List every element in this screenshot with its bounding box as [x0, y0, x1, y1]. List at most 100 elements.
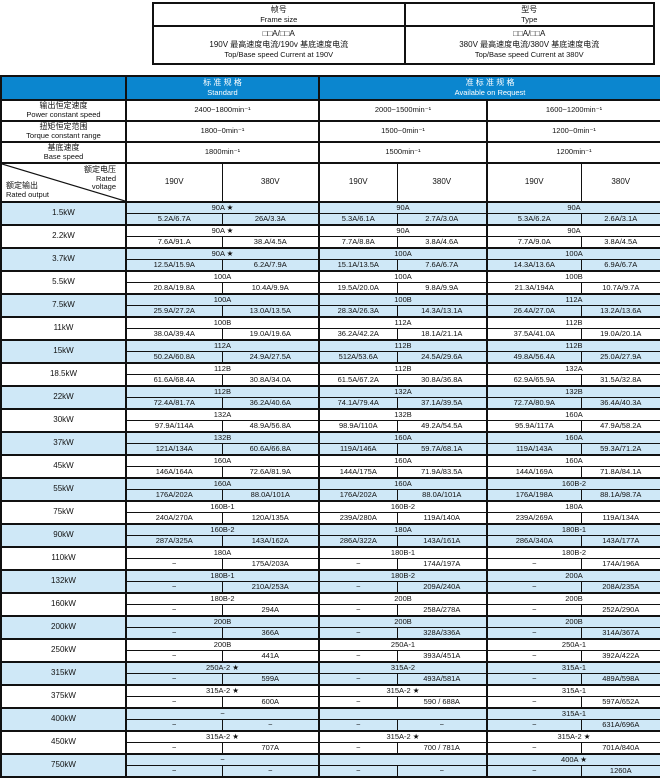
current-value-cell: 174A/197A [396, 557, 488, 571]
current-value-cell: 6.9A/6.7A [580, 258, 660, 272]
table-row: 45kW 160A 160A 160A [0, 453, 660, 479]
current-value-cell: 19.0A/20.1A [580, 327, 660, 341]
rated-voltage-output-corner: 额定电压 Rated voltage 额定输出 Rated output [0, 161, 127, 203]
frame-size-cell: 200B [125, 637, 320, 651]
frame-size-cell: 160A [486, 430, 660, 444]
type-title-en: Type [521, 15, 538, 24]
base-speed-value: 1200min⁻¹ [486, 140, 660, 164]
table-row: −210A/253A −209A/240A −208A/235A [1, 580, 660, 594]
current-value-cell: 143A/161A [396, 534, 488, 548]
current-value-cell: 48.9A/56.8A [221, 419, 320, 433]
current-value-cell: 30.8A/34.0A [221, 373, 320, 387]
table-row: 1.5kW 90A ★ 90A 90A [0, 200, 660, 226]
frame-size-cell: 100A [318, 246, 488, 260]
current-value-cell: 60.6A/66.8A [221, 442, 320, 456]
frame-size-cell: 400A ★ [486, 752, 660, 766]
table-row: 176A/202A 88.0A/101A 176A/202A 88.0A/101A 17… [1, 488, 660, 502]
rated-voltage-en: Rated voltage [91, 173, 116, 191]
current-value-cell: 209A/240A [396, 580, 488, 594]
current-value-cell: 175A/203A [221, 557, 320, 571]
current-value-cell: 49.8A/56.4A [486, 350, 582, 364]
current-value-cell: 294A [221, 603, 320, 617]
label-cn: 扭矩恒定范围 [39, 121, 88, 131]
current-value-cell: 120A/135A [221, 511, 320, 525]
current-value-cell: 1260A [580, 764, 660, 778]
table-row: 240A/270A 120A/135A 239A/280A 119A/140A 239A… [1, 511, 660, 525]
current-value-cell: − [125, 718, 223, 732]
power-rating-label: 400kW [0, 706, 127, 732]
frame-size-cell: 112B [125, 361, 320, 375]
current-value-cell: − [486, 557, 582, 571]
power-rating-label: 75kW [0, 499, 127, 525]
power-rating-label: 11kW [0, 315, 127, 341]
label-en: Torque constant range [26, 130, 101, 140]
rated-output-cn: 额定输出 [6, 180, 38, 190]
current-value-cell: 88.0A/101A [396, 488, 488, 502]
frame-size-cell: 90A ★ [125, 223, 320, 237]
table-row: 3.7kW 90A ★ 100A 100A [0, 246, 660, 272]
current-value-cell: − [125, 741, 223, 755]
current-value-cell: − [318, 580, 398, 594]
power-rating-label: 2.2kW [0, 223, 127, 249]
current-value-cell: 31.5A/32.8A [580, 373, 660, 387]
frame-size-title-en: Frame size [260, 15, 298, 24]
rated-voltage-label: 额定电压 Rated voltage [82, 165, 116, 191]
table-row: 22kW 112B 132A 132B [0, 384, 660, 410]
frame-size-cell: 315A-2 ★ [125, 683, 320, 697]
frame-size-cell: 160A [486, 453, 660, 467]
frame-size-cell: 132A [486, 361, 660, 375]
current-value-cell: 88.0A/101A [221, 488, 320, 502]
current-value-cell: 119A/134A [580, 511, 660, 525]
frame-size-cell: − [125, 752, 320, 766]
power-constant-speed-label: 输出恒定速度 Power constant speed [0, 98, 127, 122]
power-rating-label: 1.5kW [0, 200, 127, 226]
current-value-cell: 95.9A/117A [486, 419, 582, 433]
table-row: 450kW 315A-2 ★ 315A-2 ★ 315A-2 ★ [0, 729, 660, 755]
frame-size-cell: 100A [125, 292, 320, 306]
frame-size-cell: 315A-2 ★ [318, 729, 488, 743]
current-value-cell: − [318, 695, 398, 709]
torque-constant-range-row: 扭矩恒定范围 Torque constant range 1800~0min⁻¹… [0, 119, 660, 143]
table-row: 2.2kW 90A ★ 90A 90A [0, 223, 660, 249]
base-speed-value: 1800min⁻¹ [124, 140, 320, 164]
current-value-cell: 143A/177A [580, 534, 660, 548]
frame-size-cell: 90A ★ [125, 246, 320, 260]
current-value-cell: 26.4A/27.0A [486, 304, 582, 318]
frame-size-cell: 180B-2 [486, 545, 660, 559]
current-value-cell: 328A/336A [396, 626, 488, 640]
current-value-cell: 37.1A/39.5A [396, 396, 488, 410]
power-rating-label: 55kW [0, 476, 127, 502]
current-value-cell: 590 / 688A [396, 695, 488, 709]
voltage-column-header: 190V [318, 161, 398, 203]
type-line-en: Top/Base speed Current at 380V [474, 50, 584, 60]
current-value-cell: − [486, 672, 582, 686]
current-value-cell: 7.6A/6.7A [396, 258, 488, 272]
rated-voltage-row: 额定电压 Rated voltage 额定输出 Rated output 190… [0, 161, 660, 203]
frame-size-cell: 90A [486, 223, 660, 237]
power-rating-label: 3.7kW [0, 246, 127, 272]
current-value-cell: 71.8A/84.1A [580, 465, 660, 479]
frame-size-cell: 180B-2 [125, 591, 320, 605]
frame-size-cell: 315A-1 [486, 683, 660, 697]
table-row: 75kW 160B-1 160B-2 180A [0, 499, 660, 525]
table-row: 110kW 180A 180B-1 180B-2 [0, 545, 660, 571]
current-value-cell: 119A/143A [486, 442, 582, 456]
current-value-cell: 2.6A/3.1A [580, 212, 660, 226]
power-rating-label: 315kW [0, 660, 127, 686]
current-value-cell: 176A/198A [486, 488, 582, 502]
current-value-cell: 512A/53.6A [318, 350, 398, 364]
frame-size-cell: 160A [318, 453, 488, 467]
speed-value: 2400~1800min⁻¹ [124, 98, 320, 122]
spec-table: 标 准 规 格 Standard 准 标 准 规 格 Available on … [0, 74, 660, 778]
frame-size-cell: 112B [486, 338, 660, 352]
frame-size-cell: 112A [486, 292, 660, 306]
current-value-cell: 61.5A/67.2A [318, 373, 398, 387]
current-value-cell: 441A [221, 649, 320, 663]
current-value-cell: 10.7A/9.7A [580, 281, 660, 295]
frame-size-cell: 315A-2 ★ [486, 729, 660, 743]
table-row: 30kW 132A 132B 160A [0, 407, 660, 433]
frame-size-body: □□A/□□A 190V 最高速度电流/190v 基底速度电流 Top/Base… [154, 27, 404, 63]
rated-output-label: 额定输出 Rated output [6, 180, 49, 199]
frame-size-title-cn: 帧号 [270, 5, 287, 14]
current-value-cell: 5.3A/6.2A [486, 212, 582, 226]
